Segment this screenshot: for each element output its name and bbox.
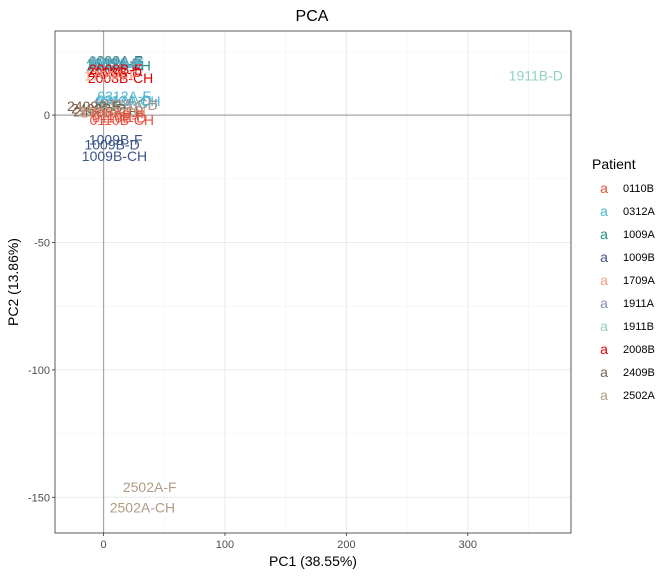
point-label-1911a-d: 1911A-D bbox=[87, 56, 141, 72]
legend-label-2502A: 2502A bbox=[623, 390, 655, 402]
point-label-1009b-f: 1009B-F bbox=[89, 131, 143, 147]
point-label-2502a-d: 2502A-D bbox=[103, 97, 158, 113]
point-label-1911a-ch: 1911A-CH bbox=[93, 96, 157, 112]
y-tick-label: 0 bbox=[44, 110, 50, 122]
legend-key-1009A: a bbox=[600, 226, 608, 242]
legend-label-1009A: 1009A bbox=[623, 229, 655, 241]
legend-key-1911A: a bbox=[600, 295, 608, 311]
legend-key-0312A: a bbox=[600, 203, 608, 219]
point-label-2008b-d: 2008B-D bbox=[87, 64, 142, 80]
point-label-2502a-ch: 2502A-CH bbox=[110, 500, 175, 516]
legend-label-1009B: 1009B bbox=[623, 252, 655, 264]
legend-items: a 0110B a 0312A a 1009A a 1009B a 1709A a 1911A a 191… bbox=[600, 180, 655, 403]
y-tick-label: -50 bbox=[34, 238, 50, 250]
legend-label-1911B: 1911B bbox=[623, 321, 654, 333]
point-label-1911b-d: 1911B-D bbox=[509, 68, 563, 84]
point-label-0312a-f: 0312A-F bbox=[97, 88, 151, 104]
x-tick-label: 0 bbox=[101, 539, 107, 551]
point-label-0312a-d: 0312A-D bbox=[88, 57, 143, 73]
legend-label-2409B: 2409B bbox=[623, 367, 655, 379]
legend-key-2502A: a bbox=[600, 387, 608, 403]
point-label-2008b-f: 2008B-F bbox=[89, 61, 143, 77]
legend-key-0110B: a bbox=[600, 180, 608, 196]
point-label-0312a-f: 0312A-F bbox=[90, 55, 144, 71]
legend-key-1709A: a bbox=[600, 272, 608, 288]
legend-key-1911B: a bbox=[600, 318, 608, 334]
x-axis-ticks: 0 100 200 300 bbox=[101, 533, 477, 551]
legend-label-1911A: 1911A bbox=[623, 298, 655, 310]
point-label-0312a-ch: 0312A-CH bbox=[95, 93, 160, 109]
point-label-1009b-ch: 1009B-CH bbox=[82, 148, 147, 164]
legend: Patient a 0110B a 0312A a 1009A a 1009B a 1709A a 1… bbox=[592, 156, 655, 403]
point-label-2409b-f: 2409B-F bbox=[67, 98, 121, 114]
legend-label-0110B: 0110B bbox=[623, 183, 654, 195]
y-tick-label: -100 bbox=[28, 365, 50, 377]
y-axis-title: PC2 (13.86%) bbox=[5, 238, 21, 326]
point-label-0110b-ch: 0110B-CH bbox=[90, 112, 154, 128]
reference-lines bbox=[55, 31, 571, 533]
point-label-0312a-d: 0312A-D bbox=[97, 92, 152, 108]
point-labels: 1009A-F1009A-D1009A-CH1911A-F1911A-D0312… bbox=[67, 52, 563, 515]
y-axis-ticks: 0 -50 -100 -150 bbox=[28, 110, 55, 504]
legend-key-2409B: a bbox=[600, 364, 608, 380]
chart-title: PCA bbox=[296, 8, 329, 25]
point-label-1009a-ch: 1009A-CH bbox=[85, 57, 150, 73]
point-label-2409b-ch: 2409B-CH bbox=[73, 103, 138, 119]
point-label-1709a-f: 1709A-F bbox=[84, 68, 138, 84]
point-label-2502a-f: 2502A-F bbox=[123, 479, 177, 495]
x-tick-label: 200 bbox=[337, 539, 355, 551]
point-label-2008b-ch: 2008B-CH bbox=[88, 70, 153, 86]
point-label-1911a-f: 1911A-F bbox=[91, 54, 144, 70]
legend-label-2008B: 2008B bbox=[623, 344, 655, 356]
point-label-2409b-d: 2409B-D bbox=[71, 101, 126, 117]
legend-title: Patient bbox=[592, 156, 636, 172]
point-label-0110b-d: 0110B-D bbox=[92, 110, 146, 126]
legend-key-2008B: a bbox=[600, 341, 608, 357]
legend-label-1709A: 1709A bbox=[623, 275, 655, 287]
point-label-1709a-ch: 1709A-CH bbox=[81, 105, 146, 121]
point-label-2502a-ch: 2502A-CH bbox=[78, 103, 143, 119]
x-tick-label: 300 bbox=[459, 539, 477, 551]
x-axis-title: PC1 (38.55%) bbox=[269, 553, 357, 569]
point-label-1009a-d: 1009A-D bbox=[87, 55, 142, 71]
y-tick-label: -150 bbox=[28, 492, 50, 504]
x-tick-label: 100 bbox=[216, 539, 234, 551]
point-label-1009b-d: 1009B-D bbox=[84, 136, 139, 152]
point-label-0110b-f: 0110B-F bbox=[92, 107, 145, 123]
plot-border bbox=[54, 30, 572, 534]
point-label-1009a-f: 1009A-F bbox=[89, 52, 143, 68]
legend-key-1009B: a bbox=[600, 249, 608, 265]
legend-label-0312A: 0312A bbox=[623, 206, 655, 218]
